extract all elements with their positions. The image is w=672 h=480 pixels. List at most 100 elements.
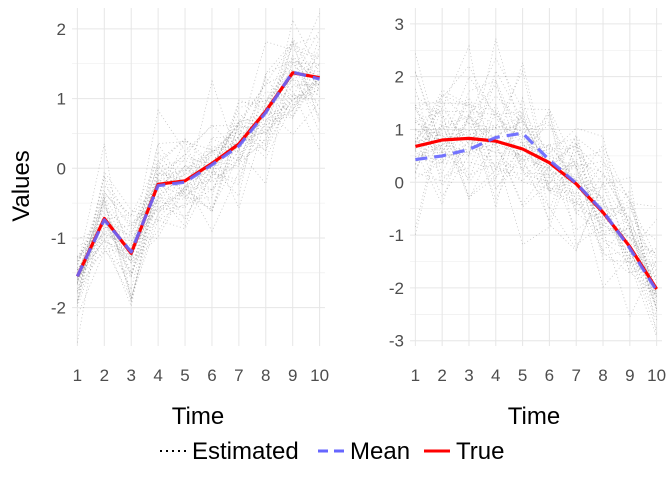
x-tick-label: 7 [571,366,580,385]
estimated-line [415,107,657,208]
x-tick-label: 3 [464,366,473,385]
y-tick-label: 1 [57,90,66,109]
x-tick-label: 9 [288,366,297,385]
x-tick-label: 6 [207,366,216,385]
y-tick-label: -2 [389,279,404,298]
estimated-line [415,89,657,284]
estimated-line [77,101,320,265]
estimated-line [77,36,320,275]
estimated-line [415,119,657,274]
estimated-line [77,93,320,278]
estimated-line [77,89,320,271]
x-tick-label: 1 [411,366,420,385]
x-tick-label: 8 [598,366,607,385]
estimated-line [415,75,657,319]
estimated-line [415,57,657,312]
estimated-line [415,104,657,295]
estimated-line [415,107,657,298]
y-tick-label: 1 [395,120,404,139]
y-axis-title: Values [8,150,35,222]
x-tick-label: 4 [491,366,500,385]
x-tick-label: 10 [647,366,666,385]
estimated-line [415,84,657,254]
estimated-series-group [77,13,320,343]
estimated-line [415,95,657,260]
estimated-line [77,74,320,301]
estimated-line [77,13,320,257]
estimated-line [415,139,657,289]
estimated-line [77,41,320,284]
x-tick-label: 5 [518,366,527,385]
estimated-line [77,18,320,278]
estimated-line [415,61,657,297]
x-tick-label: 4 [153,366,162,385]
estimated-line [77,56,320,275]
estimated-line [77,60,320,301]
x-tick-label: 7 [234,366,243,385]
right-x-axis-title: Time [508,403,560,430]
y-tick-label: 0 [57,159,66,178]
estimated-line [415,107,657,337]
estimated-line [415,121,657,336]
estimated-line [77,44,320,278]
x-tick-label: 5 [180,366,189,385]
x-tick-label: 2 [437,366,446,385]
y-tick-label: -2 [51,299,66,318]
estimated-line [77,90,320,304]
x-tick-label: 10 [310,366,329,385]
estimated-line [77,61,320,302]
estimated-line [415,69,657,297]
estimated-line [77,88,320,285]
y-tick-label: 2 [395,68,404,87]
estimated-line [77,84,320,281]
legend: Estimated Mean True [160,438,504,465]
estimated-line [415,38,657,317]
y-tick-label: -1 [389,226,404,245]
x-tick-label: 2 [100,366,109,385]
estimated-line [415,103,657,291]
grid [72,8,325,346]
x-tick-label: 6 [545,366,554,385]
legend-label-true: True [456,438,504,465]
estimated-line [77,64,320,280]
estimated-line [415,79,657,274]
grid [410,8,662,346]
y-tick-label: -3 [389,332,404,351]
y-tick-label: 0 [395,173,404,192]
legend-label-mean: Mean [350,438,410,465]
y-tick-label: 2 [57,20,66,39]
estimated-line [77,41,320,304]
estimated-line [415,107,657,256]
estimated-line [77,78,320,270]
left-x-axis-title: Time [172,403,224,430]
legend-label-estimated: Estimated [192,438,299,465]
estimated-series-group [415,38,657,337]
x-tick-label: 8 [261,366,270,385]
estimated-line [77,82,320,294]
estimated-line [415,125,657,272]
estimated-line [77,52,320,258]
x-tick-label: 9 [625,366,634,385]
estimated-line [77,41,320,302]
mean-series-line [415,131,658,292]
estimated-line [77,45,320,307]
estimated-line [77,94,320,316]
true-series-line [415,136,658,290]
estimated-line [415,113,657,241]
y-tick-label: 3 [395,15,404,34]
estimated-line [415,110,657,307]
x-tick-label: 1 [73,366,82,385]
x-tick-label: 3 [126,366,135,385]
estimated-line [415,102,657,295]
estimated-line [415,72,657,297]
mean-series-line [75,70,321,277]
estimated-line [415,114,657,265]
estimated-line [415,44,657,330]
estimated-line [415,53,657,292]
estimated-line [77,77,320,283]
y-tick-label: -1 [51,229,66,248]
estimated-line [415,123,657,302]
